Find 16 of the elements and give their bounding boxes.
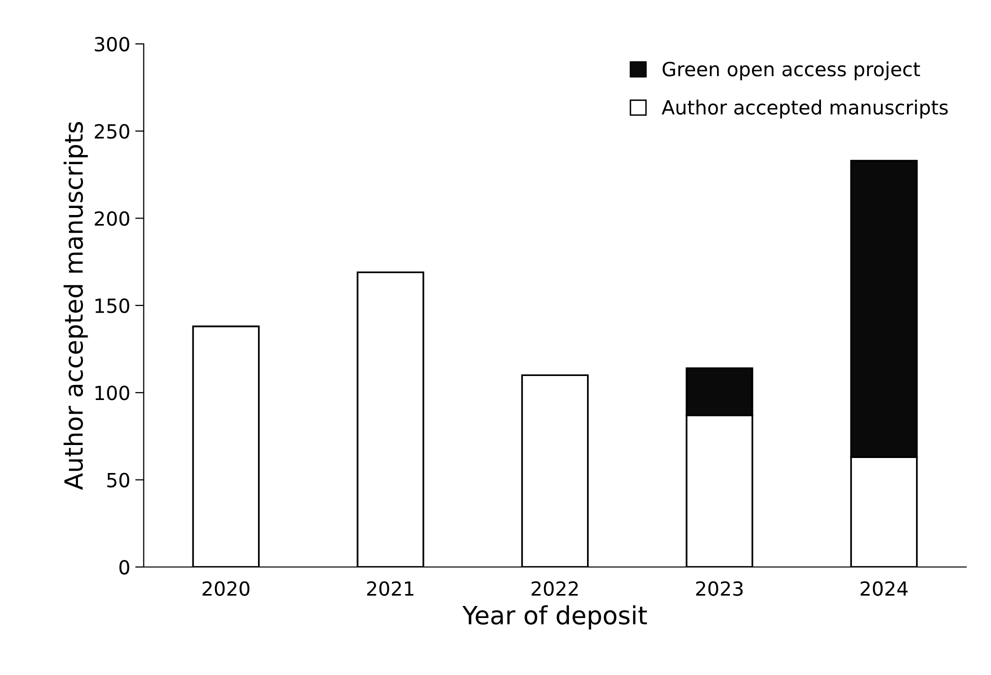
y-tick-label: 300 xyxy=(94,36,130,52)
y-axis-title: Author accepted manuscripts xyxy=(64,122,88,490)
x-tick-label: 2021 xyxy=(367,581,414,596)
legend-label: Author accepted manuscripts xyxy=(662,100,948,118)
y-tick-label: 0 xyxy=(119,560,130,575)
x-tick-label: 2023 xyxy=(696,581,743,596)
y-tick-label: 150 xyxy=(96,298,130,314)
legend-label: Green open access project xyxy=(662,61,920,80)
x-tick-label: 2020 xyxy=(202,581,250,596)
y-tick-label: 200 xyxy=(94,211,130,226)
x-axis-title: Year of deposit xyxy=(462,605,647,630)
x-tick-label: 2024 xyxy=(860,581,908,596)
y-tick-label: 50 xyxy=(107,472,130,488)
x-tick-label: 2022 xyxy=(532,581,578,596)
y-tick-label: 100 xyxy=(96,386,130,400)
y-tick-label: 250 xyxy=(94,124,130,139)
